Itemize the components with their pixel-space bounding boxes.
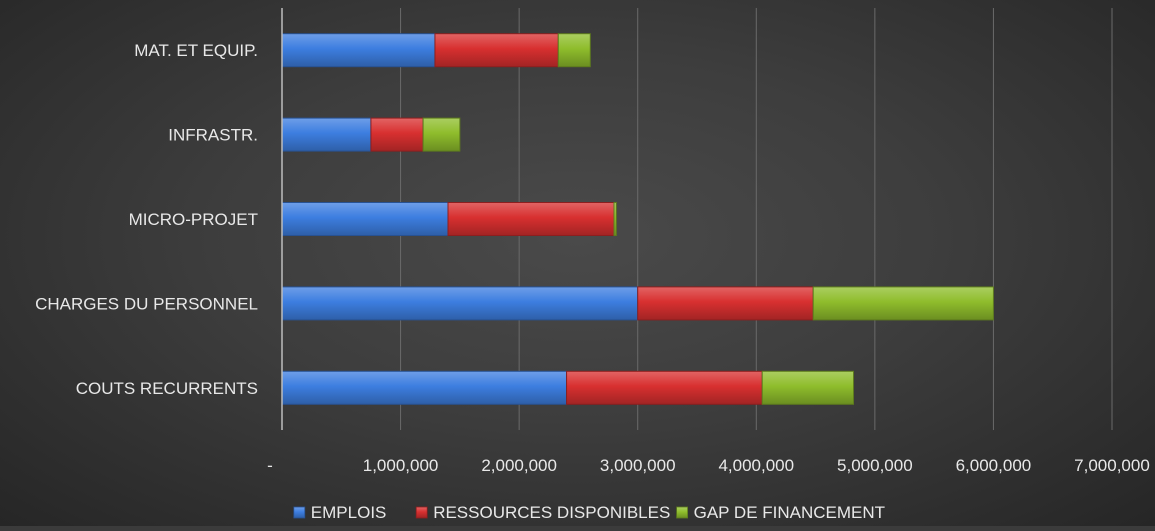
bars — [281, 33, 994, 405]
category-label-micro-projet: MICRO-PROJET — [129, 210, 258, 229]
x-tick-label-3: 3,000,000 — [600, 456, 676, 475]
legend: EMPLOIS RESSOURCES DISPONIBLES GAP DE FINA… — [293, 503, 885, 522]
legend-label-ressources-disponibles: RESSOURCES DISPONIBLES — [433, 503, 670, 522]
x-tick-label-1: 1,000,000 — [363, 456, 439, 475]
legend-swatch-ressources-disponibles — [415, 506, 428, 519]
bar-gap-de-financement-charges-du-personnel — [812, 286, 994, 321]
x-tick-label-5: 5,000,000 — [837, 456, 913, 475]
x-tick-label-6: 6,000,000 — [956, 456, 1032, 475]
x-tick-label-7: 7,000,000 — [1074, 456, 1150, 475]
category-label-couts-recurrents: COUTS RECURRENTS — [76, 379, 258, 398]
x-tick-label-2: 2,000,000 — [481, 456, 557, 475]
bar-ressources-disponibles-infrastr — [370, 117, 424, 152]
legend-label-gap-de-financement: GAP DE FINANCEMENT — [694, 503, 885, 522]
bar-ressources-disponibles-couts-recurrents — [566, 370, 763, 405]
bar-gap-de-financement-infrastr — [422, 117, 461, 152]
legend-label-emplois: EMPLOIS — [311, 503, 387, 522]
category-label-mat-et-equip: MAT. ET EQUIP. — [134, 41, 258, 60]
bar-ressources-disponibles-mat-et-equip — [434, 33, 559, 68]
gridlines — [400, 8, 1113, 430]
bar-emplois-mat-et-equip — [281, 33, 436, 68]
legend-swatch-emplois — [293, 506, 306, 519]
bar-gap-de-financement-mat-et-equip — [557, 33, 591, 68]
axes: COUTS RECURRENTS CHARGES DU PERSONNEL MICR… — [35, 8, 1150, 475]
legend-swatch-gap-de-financement — [676, 506, 688, 519]
bar-ressources-disponibles-charges-du-personnel — [637, 286, 814, 321]
x-tick-label-0: - — [267, 456, 273, 475]
x-tick-label-4: 4,000,000 — [718, 456, 794, 475]
bar-gap-de-financement-couts-recurrents — [761, 370, 855, 405]
bar-emplois-micro-projet — [281, 202, 449, 236]
bar-gap-de-financement-micro-projet — [613, 202, 617, 236]
category-label-charges-du-personnel: CHARGES DU PERSONNEL — [35, 294, 258, 313]
bar-emplois-couts-recurrents — [281, 370, 568, 405]
bar-ressources-disponibles-micro-projet — [447, 202, 615, 236]
category-label-infrastr: INFRASTR. — [168, 126, 258, 145]
bar-emplois-infrastr — [281, 117, 372, 152]
bar-emplois-charges-du-personnel — [281, 286, 639, 321]
